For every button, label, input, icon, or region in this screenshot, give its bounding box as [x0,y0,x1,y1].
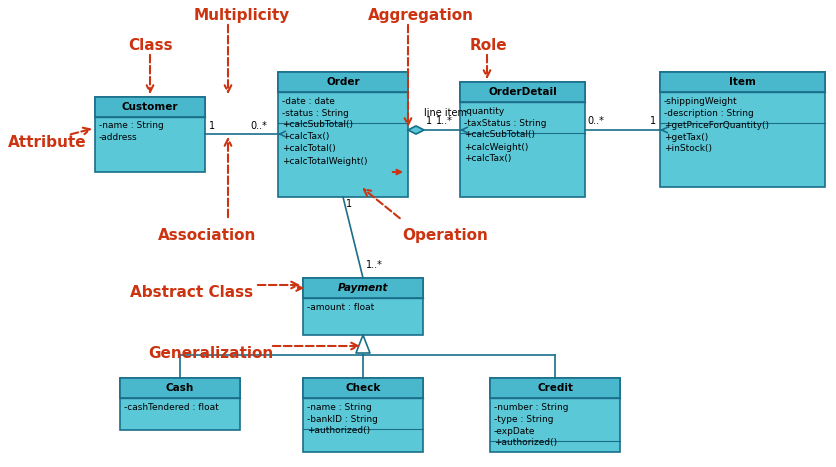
Text: Generalization: Generalization [148,346,273,361]
Text: Operation: Operation [402,228,488,243]
Bar [303,378,423,398]
Bar [660,72,825,187]
Text: 1..*: 1..* [436,116,453,126]
Text: -expDate: -expDate [494,426,536,436]
Text: +inStock(): +inStock() [664,144,712,154]
Text: -bankID : String: -bankID : String [307,415,378,424]
Text: +getPriceForQuantity(): +getPriceForQuantity() [664,120,769,129]
Text: +authorized(): +authorized() [494,439,557,447]
Text: Credit: Credit [537,383,573,393]
Text: +calcTotal(): +calcTotal() [282,144,336,154]
Bar [490,378,620,452]
Text: Attribute: Attribute [8,135,87,150]
Text: -type : String: -type : String [494,415,553,424]
Text: +calcTax(): +calcTax() [282,133,329,142]
Text: Customer: Customer [122,102,178,112]
Bar [460,82,585,102]
Bar [490,378,620,398]
Text: line item: line item [424,108,467,118]
Text: OrderDetail: OrderDetail [488,87,557,97]
Text: 1..*: 1..* [366,260,383,270]
Bar [303,278,423,298]
Text: Class: Class [128,38,172,53]
Bar [460,82,585,197]
Text: +authorized(): +authorized() [307,426,370,436]
Text: -number : String: -number : String [494,403,568,411]
Bar [120,378,240,430]
Text: 0..*: 0..* [587,116,604,126]
Bar [660,72,825,92]
Bar [303,378,423,452]
Text: Order: Order [326,77,359,87]
Bar [95,97,205,172]
Text: -amount : float: -amount : float [307,303,375,311]
Text: -status : String: -status : String [282,108,349,118]
Text: +calcSubTotal(): +calcSubTotal() [282,120,353,129]
Polygon shape [356,335,370,353]
Text: -taxStatus : String: -taxStatus : String [464,119,547,127]
Text: -name : String: -name : String [99,121,164,130]
Text: -description : String: -description : String [664,108,754,118]
Bar [120,378,240,398]
Text: Multiplicity: Multiplicity [194,8,290,23]
Text: Abstract Class: Abstract Class [130,285,253,300]
Text: -address: -address [99,134,138,142]
Text: +calcWeight(): +calcWeight() [464,142,528,151]
Text: -cashTendered : float: -cashTendered : float [124,403,219,411]
Text: -name : String: -name : String [307,403,372,411]
Text: 1: 1 [650,116,656,126]
Text: 1: 1 [209,121,215,131]
Bar [303,278,423,335]
Text: +calcTax(): +calcTax() [464,155,512,163]
Text: Aggregation: Aggregation [368,8,474,23]
Bar [95,97,205,117]
Text: -quantity: -quantity [464,106,505,115]
Text: Association: Association [158,228,257,243]
Text: Payment: Payment [338,283,388,293]
Polygon shape [408,126,424,134]
Text: 1: 1 [426,116,432,126]
Text: +getTax(): +getTax() [664,133,708,142]
Text: -date : date: -date : date [282,97,335,106]
Bar [278,72,408,92]
Text: Check: Check [345,383,380,393]
Text: Role: Role [470,38,507,53]
Text: 1: 1 [346,199,352,209]
Text: Item: Item [729,77,756,87]
Text: +calcTotalWeight(): +calcTotalWeight() [282,156,368,165]
Bar [278,72,408,197]
Text: +calcSubTotal(): +calcSubTotal() [464,130,535,140]
Text: -shippingWeight: -shippingWeight [664,97,737,106]
Text: 0..*: 0..* [250,121,267,131]
Text: Cash: Cash [166,383,194,393]
